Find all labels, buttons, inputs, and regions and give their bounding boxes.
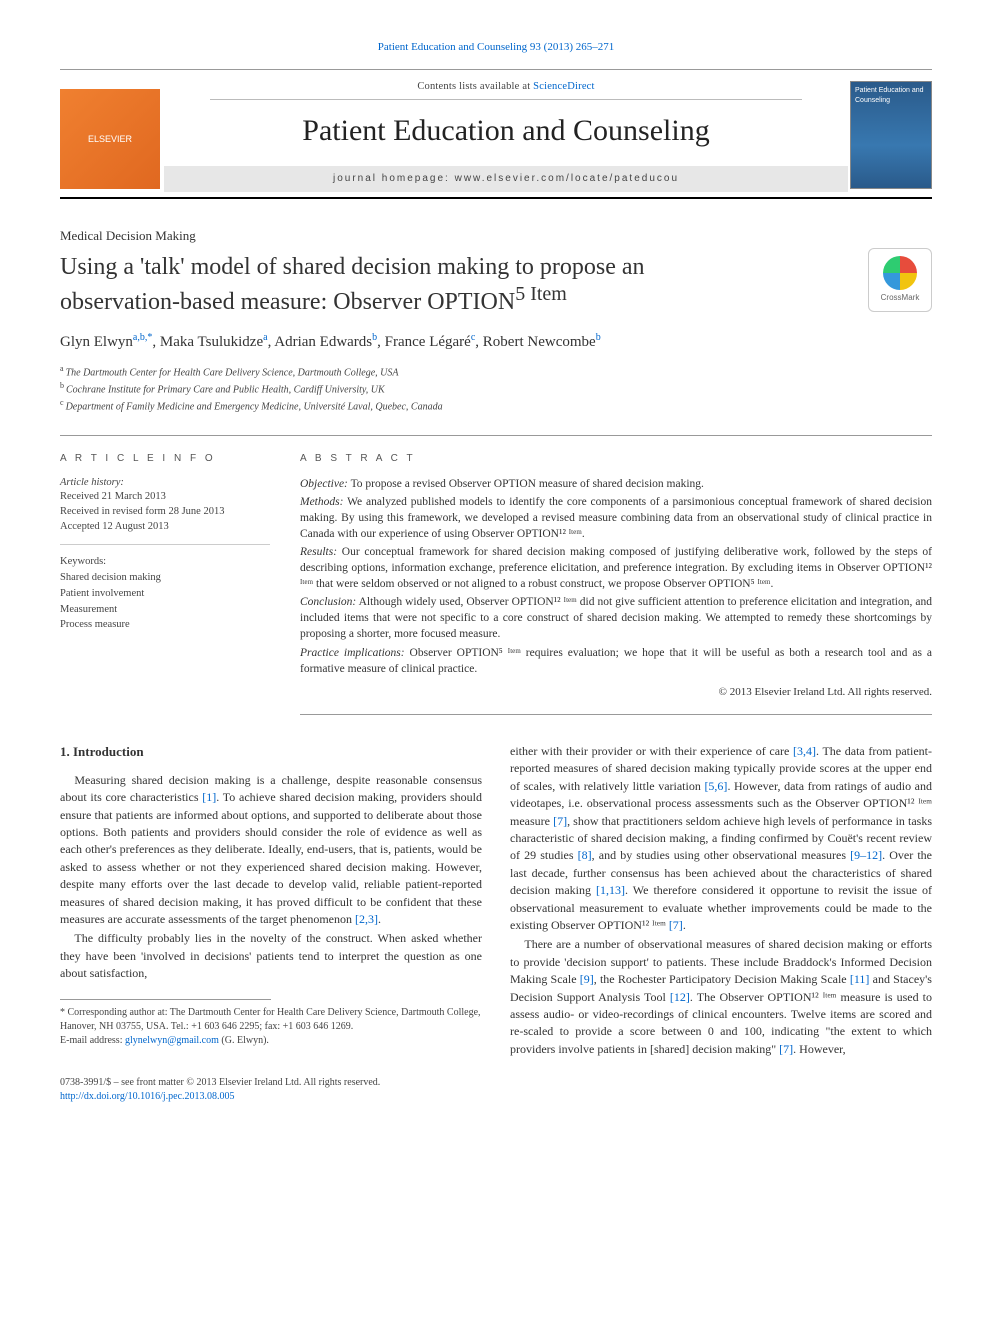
abstract-heading: A B S T R A C T bbox=[300, 452, 932, 466]
keywords-list: Shared decision making Patient involveme… bbox=[60, 570, 270, 633]
affiliations: aThe Dartmouth Center for Health Care De… bbox=[60, 363, 932, 415]
affiliation-a: aThe Dartmouth Center for Health Care De… bbox=[60, 363, 932, 380]
history-revised: Received in revised form 28 June 2013 bbox=[60, 505, 270, 520]
article-info: A R T I C L E I N F O Article history: R… bbox=[60, 452, 270, 716]
citation-ref[interactable]: [9–12] bbox=[850, 848, 882, 862]
body-paragraph: either with their provider or with their… bbox=[510, 743, 932, 934]
abstract-results: Results: Our conceptual framework for sh… bbox=[300, 544, 932, 592]
article-body: 1. Introduction Measuring shared decisio… bbox=[60, 743, 932, 1058]
homepage-url[interactable]: www.elsevier.com/locate/pateducou bbox=[455, 173, 679, 184]
footnote-rule bbox=[60, 999, 271, 1000]
authors-list: Glyn Elwyna,b,*, Maka Tsulukidzea, Adria… bbox=[60, 331, 932, 353]
masthead: ELSEVIER Contents lists available at Sci… bbox=[60, 69, 932, 199]
body-paragraph: Measuring shared decision making is a ch… bbox=[60, 772, 482, 929]
keywords-block: Keywords: Shared decision making Patient… bbox=[60, 555, 270, 633]
journal-cover-area: Patient Education and Counseling bbox=[842, 70, 932, 197]
abstract-conclusion: Conclusion: Although widely used, Observ… bbox=[300, 594, 932, 642]
citation-ref[interactable]: [1,13] bbox=[596, 883, 625, 897]
doi-link[interactable]: http://dx.doi.org/10.1016/j.pec.2013.08.… bbox=[60, 1091, 235, 1102]
title-superscript: 5 Item bbox=[515, 283, 567, 305]
sciencedirect-link[interactable]: ScienceDirect bbox=[533, 81, 594, 92]
article-section-label: Medical Decision Making bbox=[60, 227, 932, 245]
corr-star: * bbox=[60, 1007, 65, 1018]
article-title: Using a 'talk' model of shared decision … bbox=[60, 252, 820, 317]
email-note: E-mail address: glynelwyn@gmail.com (G. … bbox=[60, 1034, 482, 1048]
citation-ref[interactable]: [3,4] bbox=[793, 744, 816, 758]
citation-ref[interactable]: [1] bbox=[202, 790, 216, 804]
citation-ref[interactable]: [7] bbox=[669, 918, 683, 932]
citation-ref[interactable]: [8] bbox=[578, 848, 592, 862]
email-who: (G. Elwyn). bbox=[221, 1035, 269, 1046]
footnotes: * Corresponding author at: The Dartmouth… bbox=[60, 1006, 482, 1048]
abstract: A B S T R A C T Objective: To propose a … bbox=[300, 452, 932, 716]
author-3: , Adrian Edwards bbox=[268, 334, 373, 350]
abstract-objective: Objective: To propose a revised Observer… bbox=[300, 476, 932, 492]
email-link[interactable]: glynelwyn@gmail.com bbox=[125, 1035, 219, 1046]
article-info-heading: A R T I C L E I N F O bbox=[60, 452, 270, 466]
citation-ref[interactable]: [5,6] bbox=[704, 779, 727, 793]
history-accepted: Accepted 12 August 2013 bbox=[60, 520, 270, 535]
elsevier-logo[interactable]: ELSEVIER bbox=[60, 89, 160, 189]
citation-ref[interactable]: [9] bbox=[580, 972, 594, 986]
citation-ref[interactable]: [2,3] bbox=[355, 912, 378, 926]
citation-ref[interactable]: [12] bbox=[670, 990, 690, 1004]
history-received: Received 21 March 2013 bbox=[60, 490, 270, 505]
affiliation-b: bCochrane Institute for Primary Care and… bbox=[60, 380, 932, 397]
footer-left: 0738-3991/$ – see front matter © 2013 El… bbox=[60, 1076, 380, 1104]
crossmark-icon bbox=[883, 256, 917, 290]
info-abstract-row: A R T I C L E I N F O Article history: R… bbox=[60, 435, 932, 716]
author-2: , Maka Tsulukidze bbox=[152, 334, 263, 350]
section-heading-intro: 1. Introduction bbox=[60, 743, 482, 762]
crossmark-label: CrossMark bbox=[881, 292, 920, 303]
keywords-label: Keywords: bbox=[60, 555, 270, 570]
issn-line: 0738-3991/$ – see front matter © 2013 El… bbox=[60, 1076, 380, 1090]
abstract-methods: Methods: We analyzed published models to… bbox=[300, 494, 932, 542]
footer-meta: 0738-3991/$ – see front matter © 2013 El… bbox=[60, 1076, 932, 1104]
history-label: Article history: bbox=[60, 476, 270, 491]
article-history: Article history: Received 21 March 2013 … bbox=[60, 476, 270, 546]
keyword: Process measure bbox=[60, 617, 270, 633]
masthead-center: Contents lists available at ScienceDirec… bbox=[170, 70, 842, 197]
citation-ref[interactable]: [7] bbox=[553, 814, 567, 828]
contents-available: Contents lists available at ScienceDirec… bbox=[170, 80, 842, 95]
keyword: Measurement bbox=[60, 602, 270, 618]
author-1-aff[interactable]: a,b, bbox=[133, 332, 147, 343]
author-5: , Robert Newcombe bbox=[475, 334, 595, 350]
author-1: Glyn Elwyn bbox=[60, 334, 133, 350]
affiliation-c: cDepartment of Family Medicine and Emerg… bbox=[60, 397, 932, 414]
keyword: Patient involvement bbox=[60, 586, 270, 602]
contents-prefix: Contents lists available at bbox=[417, 81, 533, 92]
citation-ref[interactable]: [11] bbox=[850, 972, 870, 986]
homepage-prefix: journal homepage: bbox=[333, 173, 455, 184]
author-5-aff[interactable]: b bbox=[596, 332, 601, 343]
corr-text: Corresponding author at: The Dartmouth C… bbox=[60, 1007, 481, 1032]
journal-name: Patient Education and Counseling bbox=[170, 110, 842, 152]
publisher-logo-area: ELSEVIER bbox=[60, 70, 170, 197]
crossmark-badge[interactable]: CrossMark bbox=[868, 248, 932, 312]
header-citation: Patient Education and Counseling 93 (201… bbox=[60, 40, 932, 55]
journal-homepage: journal homepage: www.elsevier.com/locat… bbox=[164, 166, 848, 192]
keyword: Shared decision making bbox=[60, 570, 270, 586]
author-4: , France Légaré bbox=[377, 334, 471, 350]
corresponding-note: * Corresponding author at: The Dartmouth… bbox=[60, 1006, 482, 1034]
journal-cover-thumbnail[interactable]: Patient Education and Counseling bbox=[850, 81, 932, 189]
body-paragraph: The difficulty probably lies in the nove… bbox=[60, 930, 482, 982]
citation-ref[interactable]: [7] bbox=[779, 1042, 793, 1056]
masthead-rule bbox=[210, 99, 802, 100]
body-paragraph: There are a number of observational meas… bbox=[510, 936, 932, 1058]
citation-link[interactable]: Patient Education and Counseling 93 (201… bbox=[378, 41, 614, 53]
email-label: E-mail address: bbox=[60, 1035, 122, 1046]
abstract-practice: Practice implications: Observer OPTION⁵ … bbox=[300, 645, 932, 677]
abstract-copyright: © 2013 Elsevier Ireland Ltd. All rights … bbox=[300, 685, 932, 715]
title-line-1: Using a 'talk' model of shared decision … bbox=[60, 254, 645, 280]
title-line-2: observation-based measure: Observer OPTI… bbox=[60, 289, 515, 315]
